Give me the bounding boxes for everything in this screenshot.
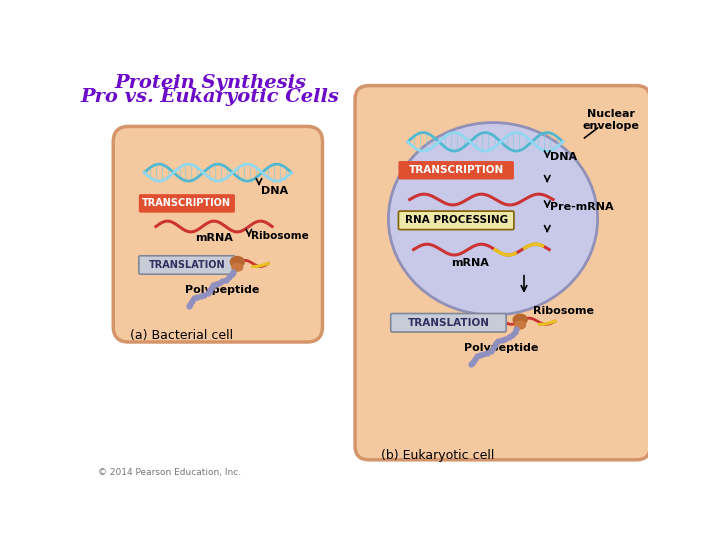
Ellipse shape xyxy=(232,264,243,271)
Text: Polypeptide: Polypeptide xyxy=(184,285,259,295)
Text: TRANSLATION: TRANSLATION xyxy=(408,318,490,328)
Text: (a) Bacterial cell: (a) Bacterial cell xyxy=(130,329,233,342)
Text: mRNA: mRNA xyxy=(451,258,489,268)
Text: Protein Synthesis: Protein Synthesis xyxy=(114,73,306,91)
Text: RNA PROCESSING: RNA PROCESSING xyxy=(405,215,508,225)
Text: TRANSCRIPTION: TRANSCRIPTION xyxy=(408,165,504,176)
Text: © 2014 Pearson Education, Inc.: © 2014 Pearson Education, Inc. xyxy=(98,468,241,477)
FancyBboxPatch shape xyxy=(113,126,323,342)
Text: (b) Eukaryotic cell: (b) Eukaryotic cell xyxy=(381,449,494,462)
Text: Polypeptide: Polypeptide xyxy=(464,343,538,353)
FancyBboxPatch shape xyxy=(355,85,650,460)
FancyBboxPatch shape xyxy=(139,194,235,213)
Ellipse shape xyxy=(388,123,598,315)
Ellipse shape xyxy=(515,321,526,329)
Ellipse shape xyxy=(230,256,244,267)
Text: Nuclear
envelope: Nuclear envelope xyxy=(582,110,639,131)
FancyBboxPatch shape xyxy=(398,161,514,179)
Text: Pro vs. Eukaryotic Cells: Pro vs. Eukaryotic Cells xyxy=(81,88,340,106)
FancyBboxPatch shape xyxy=(398,211,514,230)
Text: TRANSLATION: TRANSLATION xyxy=(148,260,225,270)
Text: Ribosome: Ribosome xyxy=(534,306,594,316)
Text: Ribosome: Ribosome xyxy=(251,231,309,241)
FancyBboxPatch shape xyxy=(391,314,506,332)
Text: DNA: DNA xyxy=(550,152,577,162)
Ellipse shape xyxy=(513,314,527,325)
FancyBboxPatch shape xyxy=(139,256,235,274)
Text: Pre-mRNA: Pre-mRNA xyxy=(550,202,614,212)
Text: TRANSCRIPTION: TRANSCRIPTION xyxy=(143,198,231,208)
Text: mRNA: mRNA xyxy=(195,233,233,243)
Text: DNA: DNA xyxy=(261,186,287,196)
